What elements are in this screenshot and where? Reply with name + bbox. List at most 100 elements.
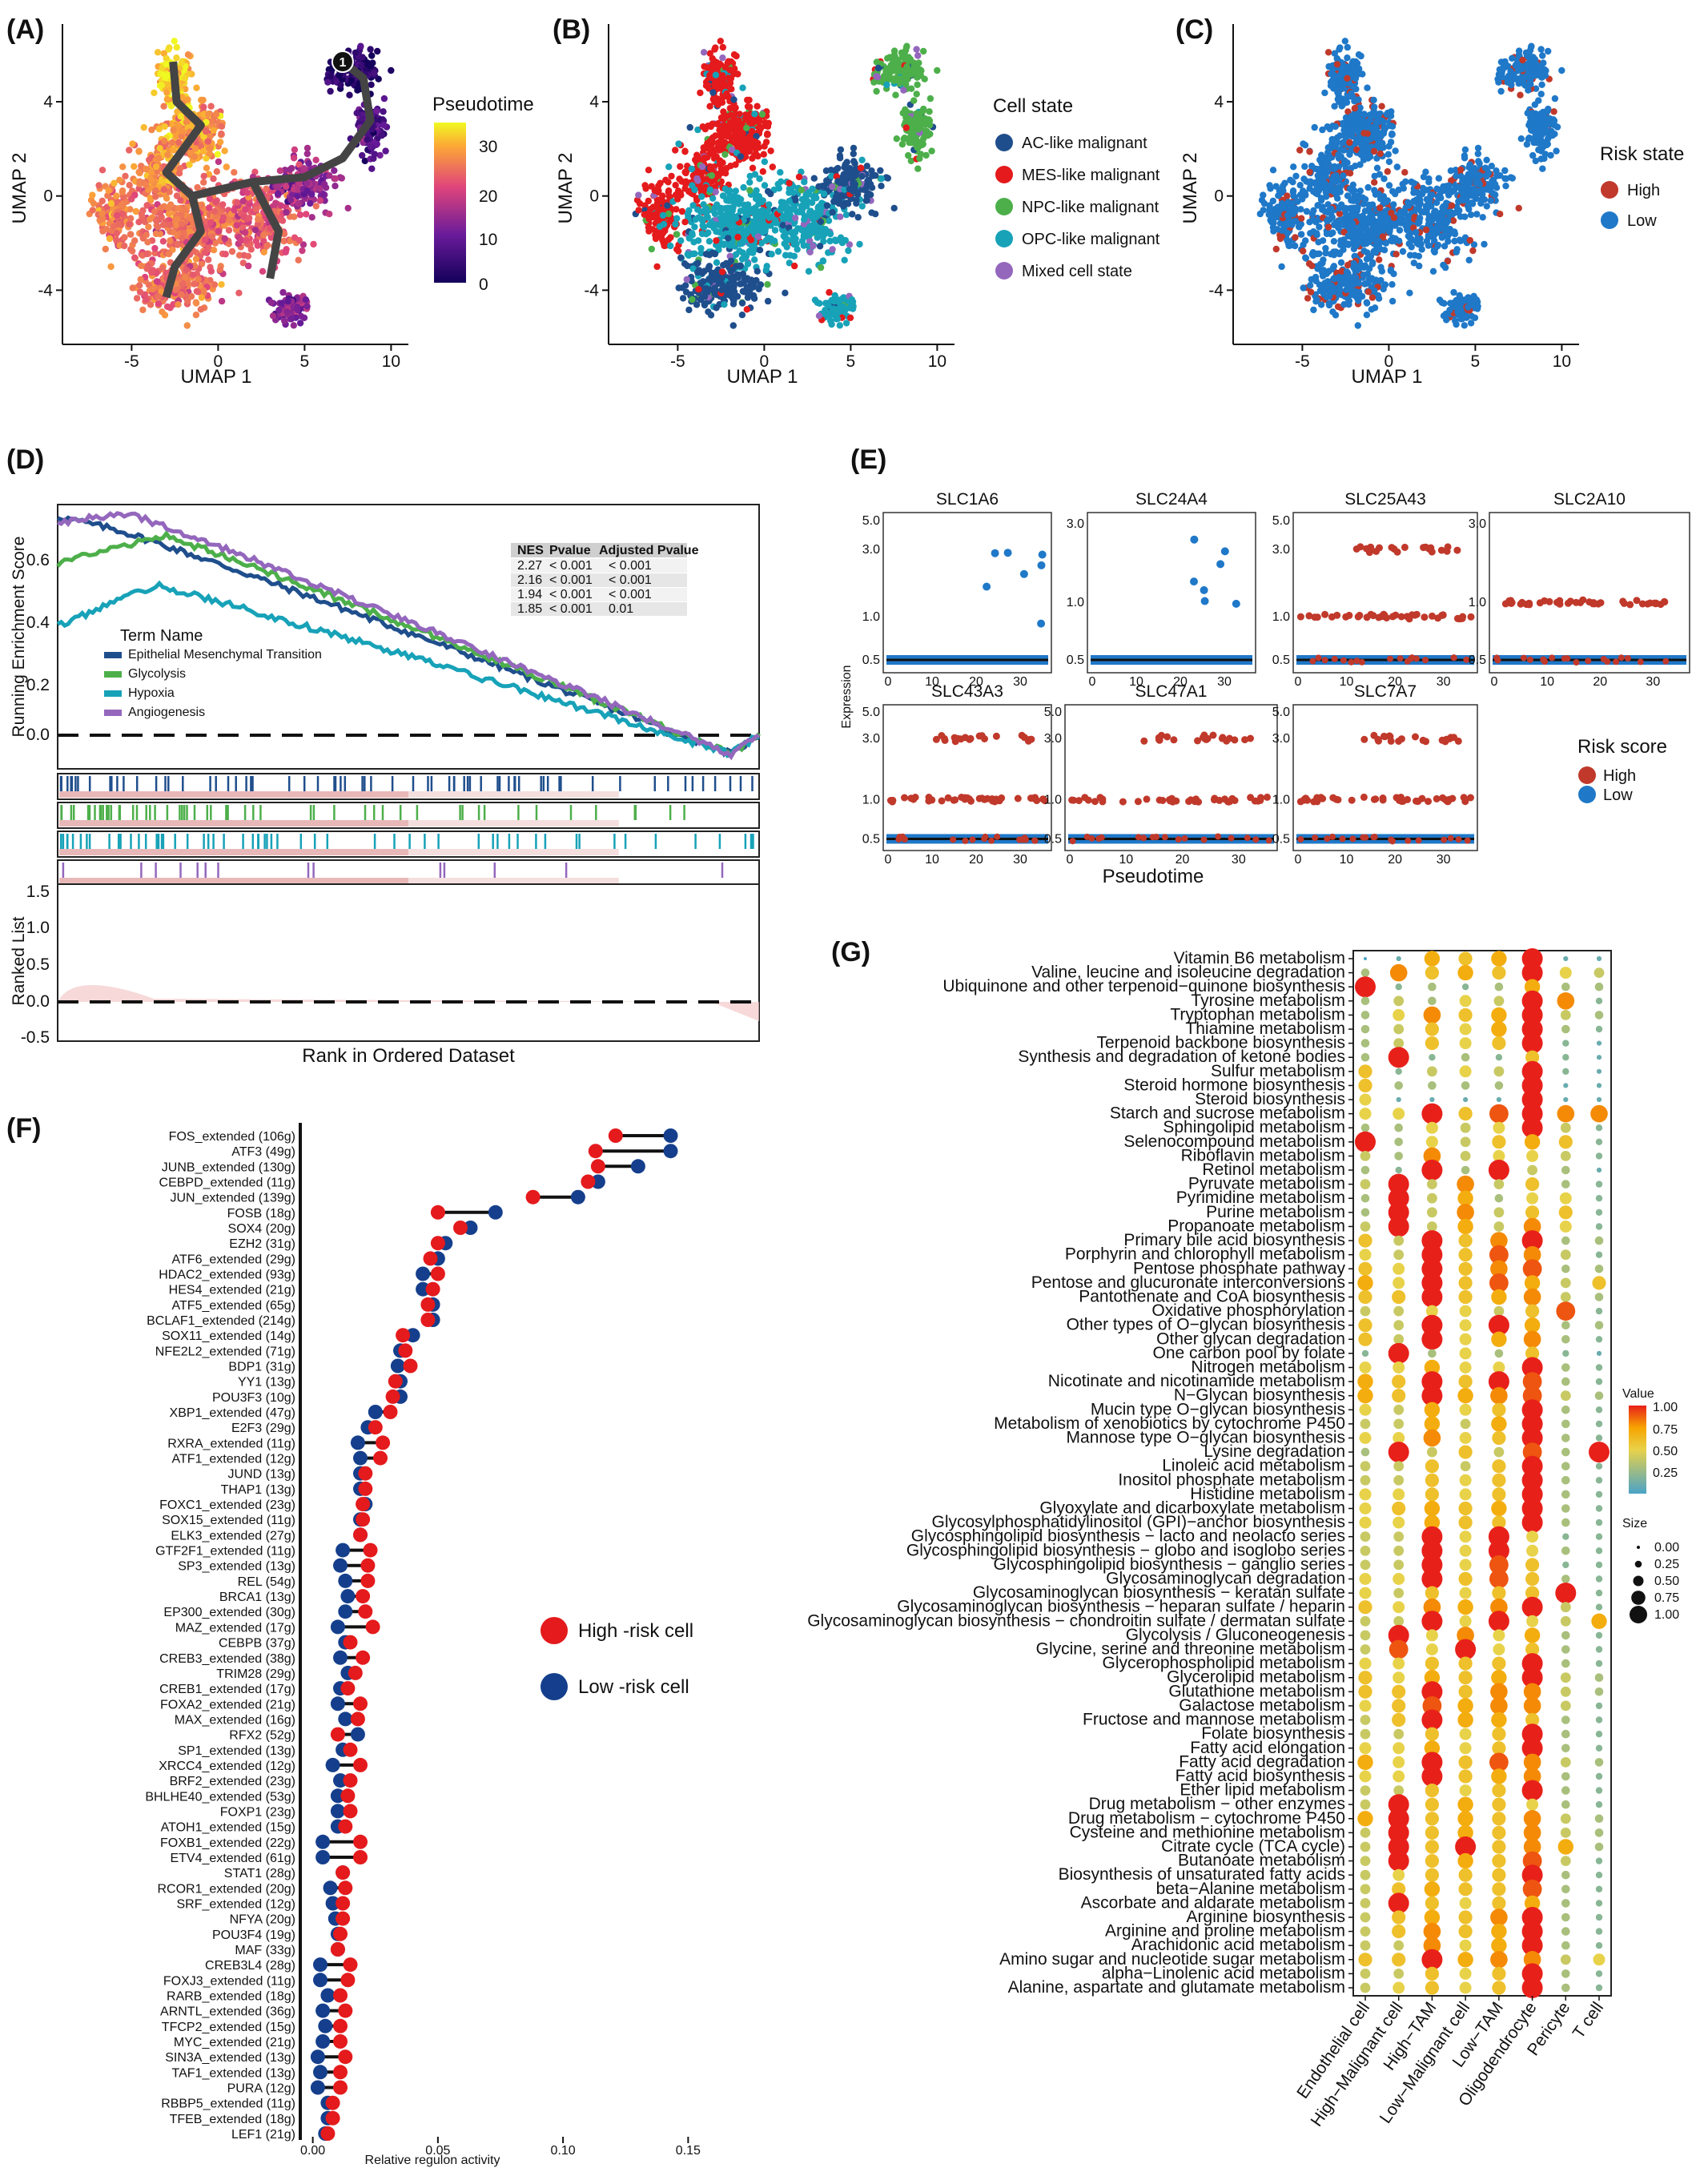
cell-point (730, 96, 737, 103)
cell-point (1278, 199, 1286, 207)
cell-point (684, 211, 692, 218)
cell-point (151, 89, 158, 97)
cell-point (753, 219, 761, 227)
cell-point (718, 99, 726, 107)
cell-point (210, 175, 217, 183)
cell-point (850, 179, 857, 187)
cell-point (118, 202, 125, 209)
cell-point (332, 175, 339, 183)
cell-point (788, 206, 795, 213)
cell-point (762, 266, 770, 274)
cell-point (877, 167, 884, 175)
y-tick: 0 (43, 187, 53, 206)
cell-point (127, 206, 134, 213)
cell-point (1368, 124, 1375, 131)
y-tick: 4 (589, 93, 599, 111)
cell-point (368, 165, 376, 172)
cell-point (1334, 95, 1342, 103)
cell-point (1355, 96, 1362, 103)
cell-point (1266, 182, 1273, 189)
cell-point (682, 288, 690, 296)
legend-swatch (995, 198, 1013, 215)
cell-point (836, 322, 844, 329)
cell-point (834, 178, 842, 185)
cell-point (1328, 82, 1336, 89)
x-tick: -5 (670, 352, 685, 371)
cell-point (850, 150, 858, 158)
cell-point (174, 241, 182, 248)
cell-point (169, 147, 177, 154)
cell-point (207, 267, 215, 275)
cell-point (200, 179, 207, 186)
cell-point (160, 137, 168, 145)
cell-point (732, 161, 739, 168)
cell-point (774, 180, 782, 188)
cell-point (1340, 160, 1348, 168)
cell-point (153, 278, 161, 285)
cell-point (263, 185, 270, 192)
cell-point (1333, 61, 1341, 68)
cell-point (817, 218, 825, 225)
cell-point (200, 172, 207, 180)
cell-point (1378, 103, 1385, 110)
cell-point (701, 125, 709, 133)
cell-point (359, 151, 366, 159)
cell-point (1355, 115, 1362, 123)
cell-point (1276, 187, 1284, 195)
cell-point (768, 251, 775, 258)
cell-point (747, 249, 755, 256)
cell-point (178, 59, 185, 66)
cell-point (883, 81, 890, 89)
cell-point (862, 197, 870, 204)
cell-point (905, 115, 912, 123)
cell-point (131, 191, 139, 199)
cell-point (1399, 247, 1407, 255)
panel-c-label: (C) (1176, 14, 1213, 45)
cell-point (183, 266, 191, 274)
cell-point (163, 54, 170, 62)
cell-point (926, 121, 934, 129)
cell-point (142, 165, 150, 173)
cell-point (738, 312, 746, 319)
cell-point (380, 108, 387, 115)
cell-point (158, 82, 166, 89)
cell-point (693, 175, 701, 183)
cell-point (1346, 139, 1353, 147)
cell-point (133, 295, 141, 302)
cell-point (192, 255, 200, 263)
cell-point (667, 234, 674, 241)
cell-point (743, 124, 750, 131)
cell-point (187, 292, 195, 300)
cell-point (746, 103, 754, 111)
cell-point (746, 187, 754, 194)
cell-point (690, 239, 697, 246)
cell-point (689, 250, 697, 258)
cell-point (725, 235, 732, 242)
cell-point (143, 296, 150, 304)
cell-point (225, 227, 233, 234)
cell-point (713, 259, 721, 266)
cell-point (1312, 165, 1320, 173)
cell-point (736, 111, 743, 118)
cell-point (295, 236, 303, 244)
cell-point (764, 297, 772, 305)
cell-point (767, 235, 774, 243)
cell-point (717, 38, 724, 45)
panel-b-xlabel: UMAP 1 (727, 366, 798, 388)
cell-point (675, 247, 682, 255)
panel-a-ylabel: UMAP 2 (9, 153, 30, 224)
cell-point (898, 141, 906, 148)
x-tick: 10 (382, 352, 400, 371)
cell-point (279, 288, 287, 296)
cell-point (102, 226, 111, 233)
cell-point (748, 223, 755, 231)
cell-point (167, 237, 174, 244)
cell-point (245, 262, 252, 270)
cell-point (816, 243, 824, 250)
cell-point (846, 170, 854, 177)
cell-point (709, 89, 717, 96)
cell-point (709, 95, 717, 103)
x-tick: 10 (928, 352, 946, 371)
cell-point (136, 282, 143, 289)
